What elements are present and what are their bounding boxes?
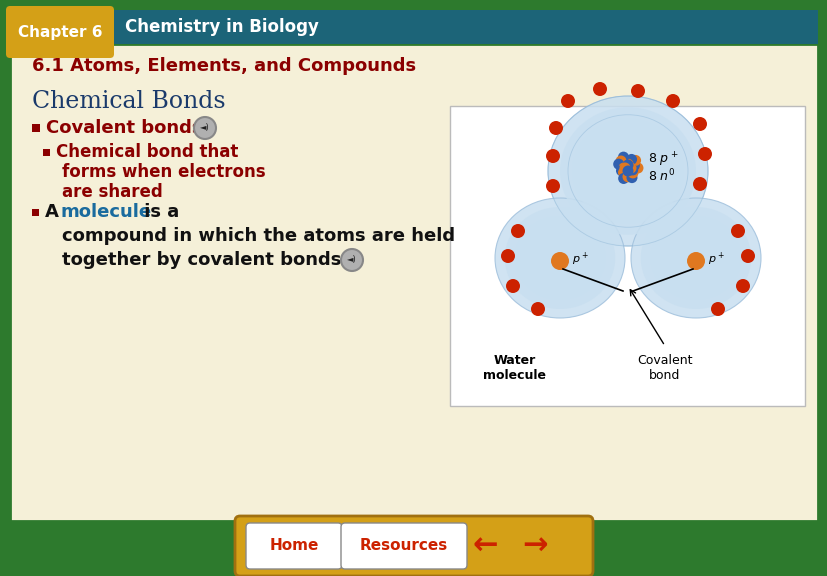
- Bar: [449, 106, 804, 406]
- Text: A: A: [45, 203, 65, 221]
- Circle shape: [617, 151, 629, 162]
- Ellipse shape: [630, 198, 760, 318]
- Circle shape: [530, 302, 544, 316]
- Circle shape: [622, 171, 633, 182]
- Circle shape: [626, 172, 637, 183]
- Text: Water
molecule: Water molecule: [483, 354, 546, 382]
- Circle shape: [613, 158, 624, 170]
- Circle shape: [630, 84, 644, 98]
- Ellipse shape: [650, 216, 741, 300]
- Circle shape: [617, 167, 629, 178]
- Circle shape: [740, 249, 754, 263]
- Text: 8 $p^+$: 8 $p^+$: [648, 151, 677, 169]
- Circle shape: [627, 168, 638, 179]
- Circle shape: [735, 279, 749, 293]
- Text: $p^+$: $p^+$: [571, 251, 588, 268]
- Circle shape: [622, 165, 633, 176]
- Circle shape: [692, 177, 706, 191]
- Circle shape: [730, 224, 744, 238]
- Text: molecule: molecule: [61, 203, 152, 221]
- Circle shape: [618, 173, 629, 184]
- Text: Chemical bond that: Chemical bond that: [56, 143, 238, 161]
- FancyBboxPatch shape: [6, 6, 114, 58]
- Bar: [32, 209, 39, 216]
- Circle shape: [614, 156, 626, 166]
- Text: compound in which the atoms are held: compound in which the atoms are held: [62, 227, 455, 245]
- Circle shape: [194, 117, 216, 139]
- Bar: [10, 44, 817, 521]
- Bar: [10, 10, 817, 44]
- Text: →: →: [522, 532, 547, 560]
- Circle shape: [618, 162, 629, 173]
- Circle shape: [545, 149, 559, 163]
- Text: Chemical Bonds: Chemical Bonds: [32, 90, 225, 113]
- Circle shape: [619, 162, 629, 173]
- Text: together by covalent bonds.: together by covalent bonds.: [62, 251, 348, 269]
- Bar: [32, 124, 40, 132]
- Text: $p^+$: $p^+$: [707, 251, 724, 268]
- Ellipse shape: [504, 207, 614, 309]
- Text: are shared: are shared: [62, 183, 163, 201]
- Text: forms when electrons: forms when electrons: [62, 163, 265, 181]
- Circle shape: [561, 94, 574, 108]
- Text: Resources: Resources: [360, 539, 447, 554]
- Circle shape: [626, 164, 638, 176]
- Circle shape: [615, 165, 626, 176]
- Ellipse shape: [559, 107, 696, 235]
- Circle shape: [697, 147, 711, 161]
- FancyBboxPatch shape: [341, 523, 466, 569]
- Circle shape: [505, 279, 519, 293]
- Circle shape: [686, 252, 704, 270]
- Text: Chapter 6: Chapter 6: [17, 25, 102, 40]
- Circle shape: [622, 160, 633, 170]
- Circle shape: [545, 179, 559, 193]
- Text: ◄): ◄): [347, 256, 356, 264]
- Text: ←: ←: [471, 532, 497, 560]
- FancyBboxPatch shape: [246, 523, 342, 569]
- Circle shape: [692, 117, 706, 131]
- Circle shape: [625, 154, 636, 165]
- Text: Chemistry in Biology: Chemistry in Biology: [125, 18, 318, 36]
- Ellipse shape: [514, 216, 605, 300]
- Circle shape: [510, 224, 524, 238]
- Circle shape: [341, 249, 362, 271]
- Ellipse shape: [547, 96, 707, 246]
- Circle shape: [548, 121, 562, 135]
- Circle shape: [665, 94, 679, 108]
- Text: is a: is a: [138, 203, 179, 221]
- Circle shape: [710, 302, 724, 316]
- Circle shape: [500, 249, 514, 263]
- Circle shape: [629, 155, 640, 166]
- Circle shape: [592, 82, 606, 96]
- Ellipse shape: [571, 119, 683, 223]
- Circle shape: [632, 162, 643, 173]
- Text: Home: Home: [269, 539, 318, 554]
- Circle shape: [624, 162, 636, 173]
- Text: 6.1 Atoms, Elements, and Compounds: 6.1 Atoms, Elements, and Compounds: [32, 57, 416, 75]
- Circle shape: [622, 158, 633, 170]
- FancyBboxPatch shape: [235, 516, 592, 576]
- Text: ◄): ◄): [200, 123, 209, 132]
- Ellipse shape: [640, 207, 750, 309]
- Circle shape: [629, 160, 639, 171]
- Bar: [43, 149, 50, 156]
- Text: Covalent bonds: Covalent bonds: [46, 119, 203, 137]
- Ellipse shape: [495, 198, 624, 318]
- Text: Covalent
bond: Covalent bond: [637, 354, 692, 382]
- Circle shape: [550, 252, 568, 270]
- Text: 8 $n^0$: 8 $n^0$: [648, 168, 675, 184]
